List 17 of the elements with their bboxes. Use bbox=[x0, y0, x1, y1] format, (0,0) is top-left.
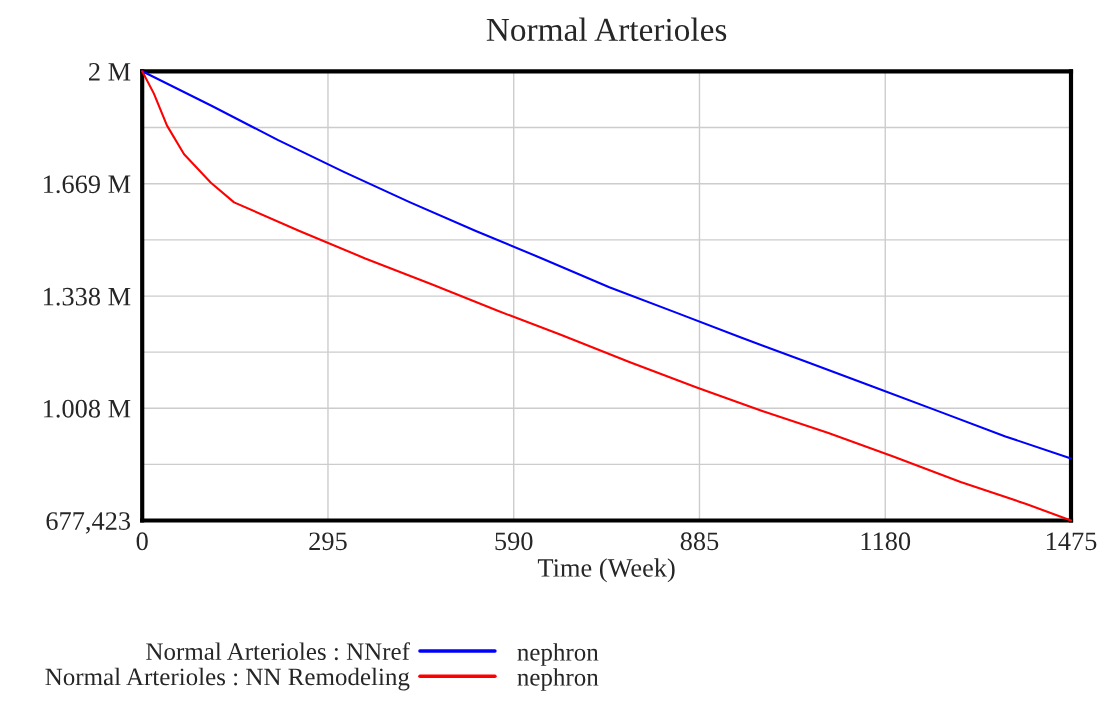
legend-label: Normal Arterioles : NNref bbox=[146, 642, 410, 661]
y-tick-label: 1.338 M bbox=[43, 287, 131, 306]
y-tick-label: 2 M bbox=[89, 62, 131, 81]
y-tick-label: 677,423 bbox=[46, 512, 131, 534]
x-tick-label: 590 bbox=[495, 532, 533, 551]
text: nephron bbox=[517, 643, 599, 666]
x-tick-label: 1180 bbox=[861, 532, 911, 551]
x-tick-label: 0 bbox=[136, 532, 148, 551]
chart-title: Normal Arterioles bbox=[486, 17, 727, 42]
x-tick-label: 885 bbox=[680, 532, 719, 551]
x-tick-label: 1475 bbox=[1046, 532, 1097, 551]
y-tick-label: 1.008 M bbox=[43, 399, 131, 418]
x-axis-title: Time (Week) bbox=[537, 558, 675, 583]
text: nephron bbox=[517, 668, 599, 691]
legend-label: Normal Arterioles : NN Remodeling bbox=[45, 667, 410, 691]
y-tick-label: 1.669 M bbox=[43, 175, 131, 194]
x-tick-label: 295 bbox=[309, 532, 347, 551]
